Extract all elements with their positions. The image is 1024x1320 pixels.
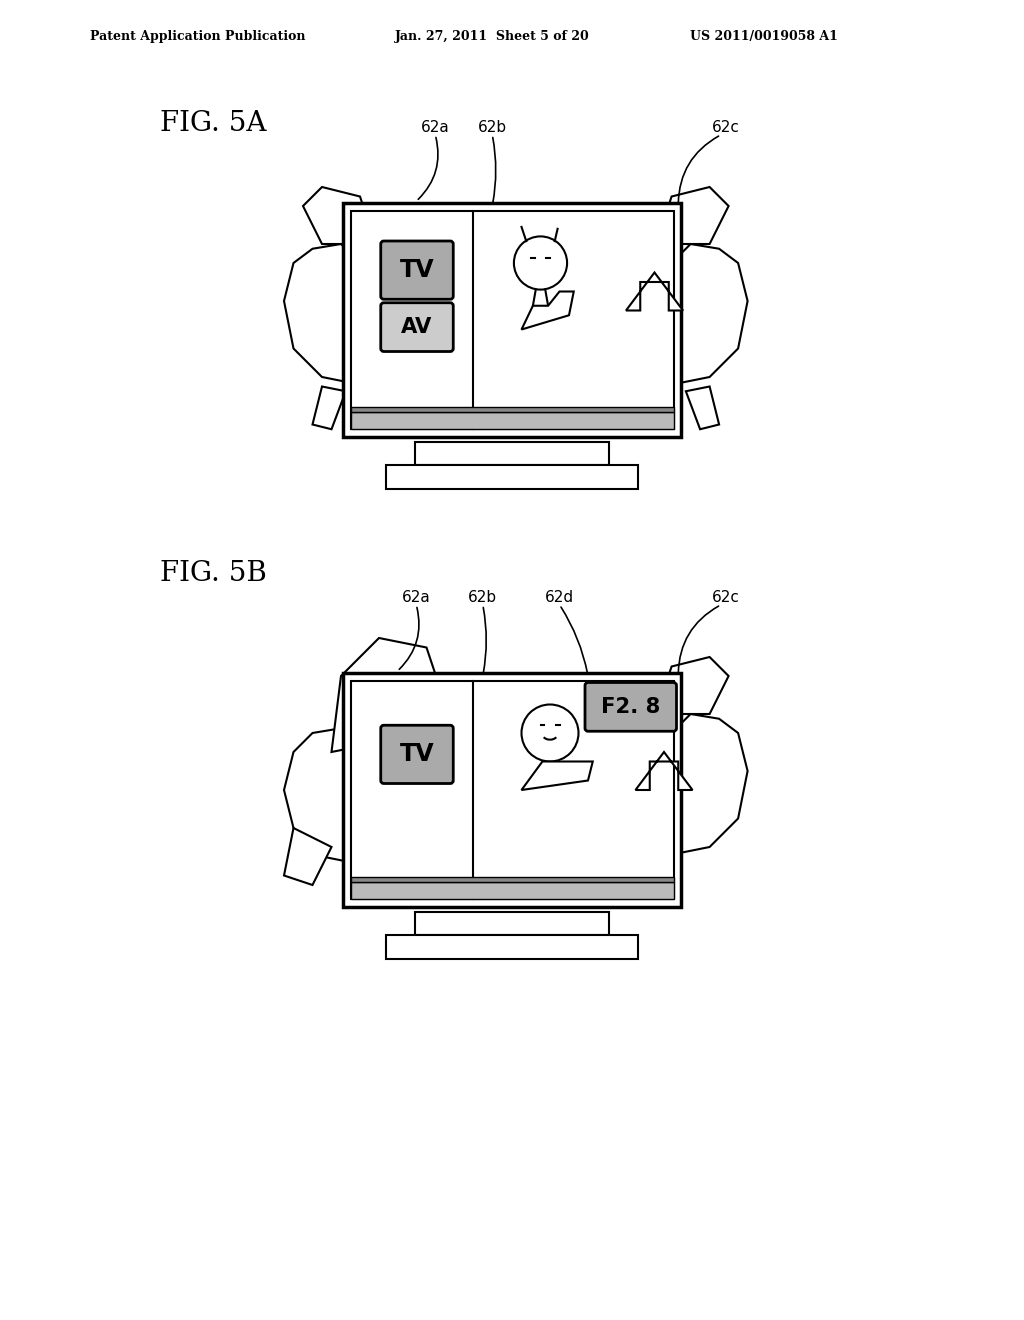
Bar — [343, 203, 681, 437]
Text: F2. 8: F2. 8 — [601, 697, 660, 717]
Text: US 2011/0019058 A1: US 2011/0019058 A1 — [690, 30, 838, 44]
Text: 62b: 62b — [477, 120, 507, 135]
Polygon shape — [284, 244, 379, 387]
Polygon shape — [303, 187, 370, 244]
Bar — [343, 673, 681, 907]
Bar — [415, 912, 609, 936]
Polygon shape — [521, 292, 573, 330]
Polygon shape — [663, 657, 729, 714]
Text: 62d: 62d — [545, 590, 574, 605]
Text: 62b: 62b — [468, 590, 498, 605]
Text: Jan. 27, 2011  Sheet 5 of 20: Jan. 27, 2011 Sheet 5 of 20 — [395, 30, 590, 44]
Polygon shape — [686, 387, 719, 429]
Text: 62a: 62a — [401, 590, 431, 605]
Text: AV: AV — [401, 317, 433, 337]
Bar — [350, 878, 674, 882]
Bar — [350, 408, 674, 412]
Circle shape — [514, 236, 567, 289]
Polygon shape — [284, 828, 332, 884]
Circle shape — [521, 705, 579, 762]
Polygon shape — [332, 638, 436, 752]
Polygon shape — [626, 272, 683, 310]
Bar — [415, 442, 609, 466]
Bar — [350, 681, 674, 899]
Polygon shape — [652, 714, 748, 857]
Polygon shape — [346, 387, 374, 429]
Bar — [350, 211, 674, 429]
FancyBboxPatch shape — [381, 302, 454, 351]
Text: TV: TV — [399, 259, 434, 282]
Text: FIG. 5B: FIG. 5B — [160, 560, 267, 587]
Polygon shape — [652, 244, 748, 387]
Text: Patent Application Publication: Patent Application Publication — [90, 30, 305, 44]
Text: 62c: 62c — [712, 590, 739, 605]
FancyBboxPatch shape — [585, 682, 677, 731]
Polygon shape — [312, 387, 346, 429]
Bar — [350, 882, 674, 899]
Polygon shape — [521, 762, 593, 789]
Bar — [386, 936, 638, 960]
Bar — [386, 466, 638, 490]
Polygon shape — [284, 729, 379, 866]
FancyBboxPatch shape — [381, 725, 454, 784]
Polygon shape — [636, 752, 692, 789]
Text: 62a: 62a — [421, 120, 450, 135]
Bar — [350, 412, 674, 429]
FancyBboxPatch shape — [381, 242, 454, 300]
Text: TV: TV — [399, 742, 434, 767]
Polygon shape — [663, 187, 729, 244]
Text: 62c: 62c — [712, 120, 739, 135]
Text: FIG. 5A: FIG. 5A — [160, 110, 266, 137]
